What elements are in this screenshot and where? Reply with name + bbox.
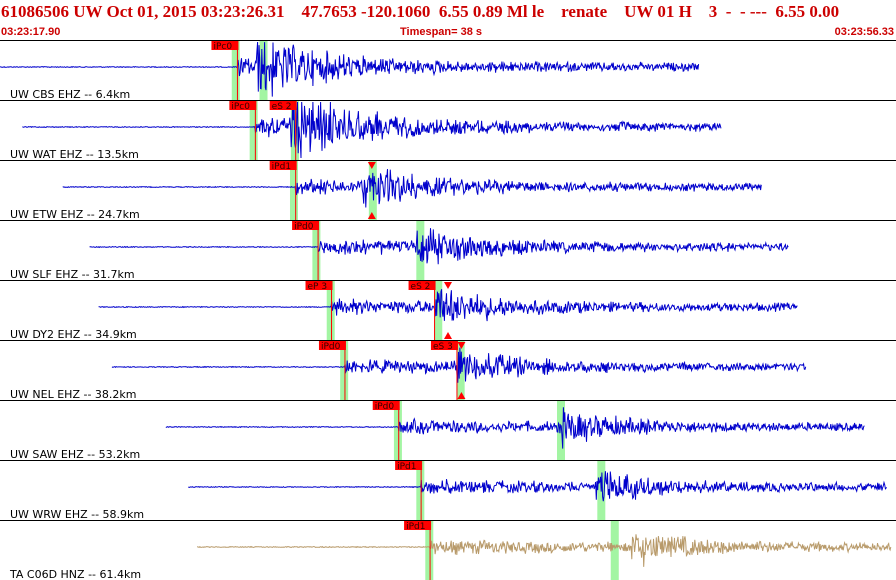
- pick-label: iPd0: [375, 402, 395, 412]
- waveform-trace[interactable]: [188, 471, 888, 502]
- event-title: 61086506 UW Oct 01, 2015 03:23:26.31 47.…: [1, 2, 840, 21]
- start-time: 03:23:17.90: [1, 26, 61, 38]
- pick-flag[interactable]: [269, 161, 297, 170]
- channel-label: UW SAW EHZ -- 53.2km: [10, 448, 140, 461]
- waveform-trace[interactable]: [62, 169, 762, 208]
- end-time: 03:23:56.33: [834, 26, 894, 38]
- pick-flag[interactable]: [318, 341, 346, 350]
- waveform-trace[interactable]: [98, 289, 798, 322]
- seismogram-panel[interactable]: iPc0 UW CBS EHZ -- 6.4km iPc0 eS 2 UW WAT EH…: [0, 40, 896, 580]
- pick-flag[interactable]: [430, 341, 458, 350]
- amplitude-marker-bottom: [367, 212, 376, 219]
- pick-label: iPc0: [213, 42, 232, 52]
- pick-label: iPd0: [294, 222, 314, 232]
- amplitude-marker-top: [444, 282, 452, 289]
- pick-window: [231, 41, 240, 100]
- pick-flag[interactable]: [408, 281, 436, 290]
- amplitude-marker-bottom: [444, 332, 452, 339]
- pick-label: eS 2: [272, 102, 292, 112]
- pick-flag[interactable]: [292, 221, 320, 230]
- pick-label: iPd1: [272, 162, 291, 172]
- channel-label: UW CBS EHZ -- 6.4km: [10, 88, 130, 101]
- waveform-trace[interactable]: [22, 101, 722, 159]
- pick-window: [312, 221, 321, 280]
- event-header: 61086506 UW Oct 01, 2015 03:23:26.31 47.…: [0, 0, 896, 40]
- pick-window: [557, 401, 565, 460]
- pick-window: [416, 221, 425, 280]
- amplitude-marker-bottom: [457, 392, 466, 399]
- pick-window: [393, 401, 402, 460]
- timespan-label: Timespan= 38 s: [400, 26, 483, 38]
- pick-flag[interactable]: [404, 521, 432, 530]
- pick-flag[interactable]: [372, 401, 400, 410]
- channel-label: TA C06D HNZ -- 61.4km: [9, 568, 141, 580]
- pick-label: iPd0: [321, 342, 341, 352]
- pick-window: [340, 341, 349, 400]
- waveform-trace[interactable]: [165, 407, 865, 449]
- amplitude-marker-top: [457, 342, 466, 349]
- pick-window: [434, 281, 443, 340]
- pick-flag[interactable]: [305, 281, 333, 290]
- waveform-trace[interactable]: [89, 228, 789, 265]
- pick-flag[interactable]: [229, 101, 257, 110]
- pick-label: eS 2: [411, 282, 431, 292]
- amplitude-marker-top: [367, 162, 376, 169]
- channel-label: UW WRW EHZ -- 58.9km: [10, 508, 144, 521]
- waveform-trace[interactable]: [111, 347, 807, 383]
- pick-window: [425, 521, 434, 580]
- pick-window: [249, 101, 258, 160]
- pick-label: iPc0: [231, 102, 250, 112]
- pick-flag[interactable]: [395, 461, 423, 470]
- pick-window: [416, 461, 425, 520]
- pick-label: eS 3: [433, 342, 453, 352]
- channel-label: UW SLF EHZ -- 31.7km: [10, 268, 135, 281]
- pick-window: [326, 281, 335, 340]
- pick-label: iPd1: [397, 462, 416, 472]
- channel-label: UW WAT EHZ -- 13.5km: [10, 148, 139, 161]
- waveform-trace[interactable]: [0, 41, 700, 97]
- channel-label: UW DY2 EHZ -- 34.9km: [10, 328, 137, 341]
- pick-flag[interactable]: [211, 41, 239, 50]
- pick-label: eP 3: [308, 282, 328, 292]
- channel-label: UW NEL EHZ -- 38.2km: [10, 388, 137, 401]
- waveform-trace[interactable]: [196, 534, 892, 567]
- pick-label: iPd1: [406, 522, 425, 532]
- pick-window: [289, 161, 298, 220]
- pick-flag[interactable]: [269, 101, 297, 110]
- channel-label: UW ETW EHZ -- 24.7km: [10, 208, 140, 221]
- pick-window: [610, 521, 619, 580]
